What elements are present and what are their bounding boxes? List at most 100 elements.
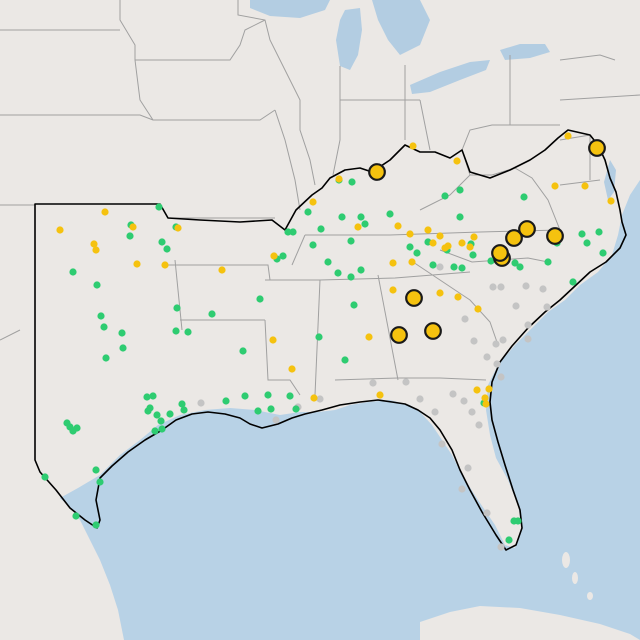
yellow-point[interactable] [354, 223, 362, 231]
green-point[interactable] [487, 257, 495, 265]
gray-point[interactable] [483, 353, 491, 361]
green-point[interactable] [119, 344, 127, 352]
large-yellow-point[interactable] [518, 220, 536, 238]
gray-point[interactable] [438, 440, 446, 448]
green-point[interactable] [41, 473, 49, 481]
gray-point[interactable] [483, 509, 491, 517]
yellow-point[interactable] [408, 258, 416, 266]
green-point[interactable] [595, 228, 603, 236]
yellow-point[interactable] [474, 305, 482, 313]
gray-point[interactable] [460, 397, 468, 405]
yellow-point[interactable] [218, 266, 226, 274]
gray-point[interactable] [197, 399, 205, 407]
green-point[interactable] [173, 304, 181, 312]
green-point[interactable] [73, 424, 81, 432]
gray-point[interactable] [458, 485, 466, 493]
gray-point[interactable] [524, 335, 532, 343]
green-point[interactable] [151, 427, 159, 435]
yellow-point[interactable] [436, 289, 444, 297]
yellow-point[interactable] [56, 226, 64, 234]
green-point[interactable] [254, 407, 262, 415]
gray-point[interactable] [436, 263, 444, 271]
green-point[interactable] [163, 245, 171, 253]
gray-point[interactable] [493, 360, 501, 368]
green-point[interactable] [279, 252, 287, 260]
green-point[interactable] [149, 392, 157, 400]
yellow-point[interactable] [482, 400, 490, 408]
large-yellow-point[interactable] [424, 322, 442, 340]
large-yellow-point[interactable] [491, 244, 509, 262]
yellow-point[interactable] [429, 239, 437, 247]
yellow-point[interactable] [133, 260, 141, 268]
yellow-point[interactable] [470, 233, 478, 241]
yellow-point[interactable] [551, 182, 559, 190]
yellow-point[interactable] [409, 142, 417, 150]
green-point[interactable] [72, 512, 80, 520]
gray-point[interactable] [492, 340, 500, 348]
yellow-point[interactable] [161, 261, 169, 269]
green-point[interactable] [184, 328, 192, 336]
green-point[interactable] [309, 241, 317, 249]
green-point[interactable] [222, 397, 230, 405]
green-point[interactable] [166, 410, 174, 418]
yellow-point[interactable] [92, 246, 100, 254]
yellow-point[interactable] [453, 157, 461, 165]
gray-point[interactable] [475, 421, 483, 429]
gray-point[interactable] [416, 395, 424, 403]
large-yellow-point[interactable] [368, 163, 386, 181]
yellow-point[interactable] [607, 197, 615, 205]
gray-point[interactable] [497, 543, 505, 551]
green-point[interactable] [544, 258, 552, 266]
green-point[interactable] [178, 400, 186, 408]
yellow-point[interactable] [424, 226, 432, 234]
green-point[interactable] [153, 411, 161, 419]
green-point[interactable] [458, 264, 466, 272]
green-point[interactable] [516, 263, 524, 271]
yellow-point[interactable] [454, 293, 462, 301]
green-point[interactable] [413, 249, 421, 257]
yellow-point[interactable] [90, 240, 98, 248]
green-point[interactable] [357, 213, 365, 221]
green-point[interactable] [569, 278, 577, 286]
green-point[interactable] [239, 347, 247, 355]
large-yellow-point[interactable] [505, 229, 523, 247]
green-point[interactable] [599, 249, 607, 257]
gray-point[interactable] [431, 408, 439, 416]
green-point[interactable] [286, 392, 294, 400]
green-point[interactable] [514, 517, 522, 525]
gray-point[interactable] [497, 373, 505, 381]
gray-point[interactable] [489, 283, 497, 291]
green-point[interactable] [304, 208, 312, 216]
green-point[interactable] [347, 237, 355, 245]
yellow-point[interactable] [376, 391, 384, 399]
gray-point[interactable] [316, 395, 324, 403]
green-point[interactable] [520, 193, 528, 201]
green-point[interactable] [157, 417, 165, 425]
green-point[interactable] [338, 213, 346, 221]
green-point[interactable] [441, 192, 449, 200]
yellow-point[interactable] [335, 175, 343, 183]
gray-point[interactable] [522, 282, 530, 290]
yellow-point[interactable] [270, 252, 278, 260]
green-point[interactable] [348, 178, 356, 186]
green-point[interactable] [583, 239, 591, 247]
green-point[interactable] [208, 310, 216, 318]
large-yellow-point[interactable] [546, 227, 564, 245]
green-point[interactable] [511, 259, 519, 267]
green-point[interactable] [155, 203, 163, 211]
gray-point[interactable] [369, 379, 377, 387]
green-point[interactable] [267, 405, 275, 413]
green-point[interactable] [505, 536, 513, 544]
yellow-point[interactable] [101, 208, 109, 216]
yellow-point[interactable] [581, 182, 589, 190]
large-yellow-point[interactable] [405, 289, 423, 307]
green-point[interactable] [469, 251, 477, 259]
green-point[interactable] [456, 186, 464, 194]
yellow-point[interactable] [269, 336, 277, 344]
green-point[interactable] [341, 356, 349, 364]
green-point[interactable] [334, 269, 342, 277]
green-point[interactable] [429, 261, 437, 269]
green-point[interactable] [143, 393, 151, 401]
